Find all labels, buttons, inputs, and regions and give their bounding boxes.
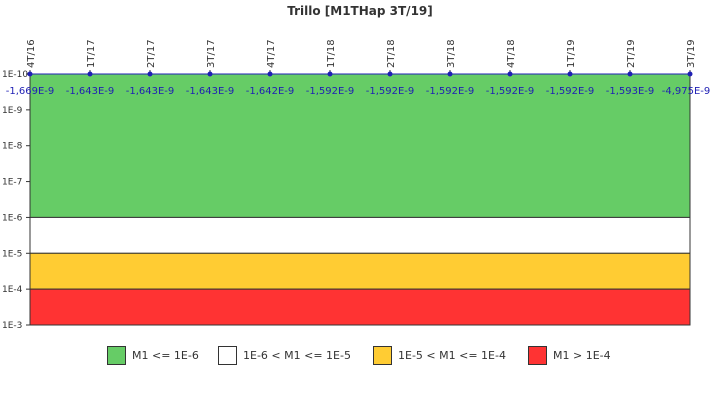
series <box>27 71 693 77</box>
x-tick-label: 1T/17 <box>86 39 97 68</box>
data-label: -1,592E-9 <box>306 86 355 97</box>
data-point <box>567 71 573 77</box>
legend-swatch <box>528 345 547 365</box>
data-point <box>327 71 333 77</box>
data-label: -1,669E-9 <box>6 86 55 97</box>
x-tick-label: 2T/19 <box>626 39 637 68</box>
data-label: -1,592E-9 <box>426 86 475 97</box>
data-label: -1,643E-9 <box>66 86 115 97</box>
x-tick-label: 2T/17 <box>146 39 157 68</box>
x-tick-label: 3T/19 <box>686 39 697 68</box>
data-label: -1,593E-9 <box>606 86 655 97</box>
risk-bands <box>29 73 691 326</box>
chart-title: Trillo [M1THap 3T/19] <box>287 4 433 18</box>
data-label: -1,592E-9 <box>366 86 415 97</box>
data-point <box>267 71 273 77</box>
y-tick-label: 1E-10 <box>2 70 28 80</box>
data-label: -4,975E-9 <box>662 86 711 97</box>
x-tick-label: 3T/18 <box>446 39 457 68</box>
y-tick-label: 1E-9 <box>2 106 23 116</box>
data-label: -1,592E-9 <box>546 86 595 97</box>
x-tick-label: 4T/16 <box>26 39 37 68</box>
data-label: -1,642E-9 <box>246 86 295 97</box>
x-tick-label: 4T/17 <box>266 39 277 68</box>
data-point <box>147 71 153 77</box>
risk-band <box>29 288 691 326</box>
legend-label: 1E-6 < M1 <= 1E-5 <box>243 348 351 362</box>
y-tick-label: 1E-7 <box>2 178 22 188</box>
data-point <box>27 71 33 77</box>
y-tick-label: 1E-8 <box>2 142 23 152</box>
x-tick-label: 2T/18 <box>386 39 397 68</box>
risk-band <box>29 73 691 218</box>
y-axis: 1E-10 1E-9 1E-8 1E-7 1E-6 1E-5 1E-4 1E-3 <box>2 70 30 331</box>
legend-label: M1 > 1E-4 <box>553 348 611 362</box>
data-point <box>387 71 393 77</box>
x-tick-label: 4T/18 <box>506 39 517 68</box>
data-label: -1,643E-9 <box>126 86 175 97</box>
x-axis: 4T/16 1T/17 2T/17 3T/17 4T/17 1T/18 2T/18 3T/18… <box>26 39 697 74</box>
legend-item: 1E-6 < M1 <= 1E-5 <box>218 345 351 365</box>
data-point <box>87 71 93 77</box>
legend-item: M1 <= 1E-6 <box>107 345 199 365</box>
y-tick-label: 1E-3 <box>2 321 22 331</box>
y-tick-label: 1E-6 <box>2 213 23 223</box>
y-tick-label: 1E-4 <box>2 285 23 295</box>
data-point <box>507 71 513 77</box>
legend-label: M1 <= 1E-6 <box>132 348 199 362</box>
legend-item: M1 > 1E-4 <box>528 345 611 365</box>
chart-svg: Trillo [M1THap 3T/19] 1E-101E-91E-81E-71… <box>2 4 711 331</box>
data-point <box>447 71 453 77</box>
x-tick-label: 3T/17 <box>206 39 217 68</box>
risk-band <box>29 252 691 290</box>
data-point <box>207 71 213 77</box>
legend-item: 1E-5 < M1 <= 1E-4 <box>373 345 506 365</box>
risk-band <box>29 216 691 254</box>
x-tick-label: 1T/18 <box>326 39 337 68</box>
data-point <box>687 71 693 77</box>
y-tick-label: 1E-5 <box>2 249 22 259</box>
legend-swatch <box>218 345 237 365</box>
legend: M1 <= 1E-6 1E-6 < M1 <= 1E-5 1E-5 < M1 <… <box>0 340 720 370</box>
legend-swatch <box>373 345 392 365</box>
data-label: -1,643E-9 <box>186 86 235 97</box>
data-label: -1,592E-9 <box>486 86 535 97</box>
data-point <box>627 71 633 77</box>
legend-label: 1E-5 < M1 <= 1E-4 <box>398 348 506 362</box>
legend-swatch <box>107 345 126 365</box>
x-tick-label: 1T/19 <box>566 39 577 68</box>
data-labels: -1,669E-9 -1,643E-9 -1,643E-9 -1,643E-9 -1,6… <box>6 86 711 97</box>
